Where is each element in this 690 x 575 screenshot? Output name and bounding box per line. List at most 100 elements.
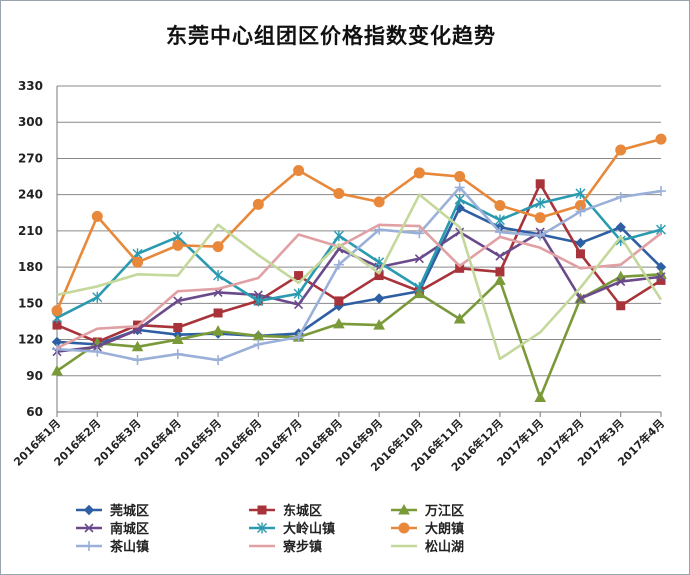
data-point: [213, 355, 224, 366]
data-point: [615, 192, 626, 203]
data-point: [615, 222, 626, 233]
data-point: [494, 227, 505, 238]
legend-item: 南城区: [76, 521, 149, 537]
series-7: [52, 182, 666, 366]
data-point: [212, 241, 224, 253]
data-point: [398, 522, 410, 534]
data-point: [52, 344, 62, 355]
data-point: [333, 230, 344, 242]
data-point: [454, 182, 465, 193]
legend-label: 万江区: [424, 503, 464, 519]
legend-label: 南城区: [110, 521, 149, 537]
legend-label: 寮步镇: [282, 539, 322, 555]
data-point: [414, 228, 425, 239]
series-line: [56, 273, 662, 399]
data-point: [655, 133, 667, 145]
data-point: [454, 171, 466, 183]
data-point: [454, 193, 465, 205]
legend-label: 大岭山镇: [283, 521, 335, 537]
legend-item: 大岭山镇: [249, 521, 335, 537]
legend-item: 东城区: [249, 503, 322, 519]
data-point: [83, 504, 95, 516]
data-point: [173, 322, 183, 332]
series-line: [56, 192, 662, 319]
data-point: [453, 313, 466, 324]
y-tick-label: 240: [18, 188, 43, 202]
data-point: [253, 339, 264, 350]
data-point: [494, 214, 505, 226]
series-line: [55, 137, 662, 312]
data-point: [616, 301, 626, 311]
data-point: [398, 503, 410, 515]
data-point: [333, 259, 344, 270]
data-point: [615, 144, 627, 156]
data-point: [333, 187, 345, 199]
y-tick-label: 270: [18, 151, 43, 165]
data-point: [535, 197, 546, 209]
legend-label: 莞城区: [110, 503, 149, 519]
data-point: [494, 274, 506, 285]
data-point: [656, 186, 666, 197]
y-tick-label: 90: [26, 369, 43, 383]
series-line: [56, 193, 663, 361]
data-point: [575, 249, 585, 259]
data-point: [374, 224, 385, 235]
data-point: [132, 355, 143, 366]
data-point: [373, 319, 385, 330]
y-tick-label: 210: [18, 224, 43, 238]
series-9: [56, 193, 663, 361]
y-tick-label: 60: [26, 405, 43, 419]
data-point: [616, 277, 626, 287]
data-point: [84, 523, 94, 533]
series-line: [56, 182, 662, 344]
legend-item: 大朗镇: [391, 521, 464, 537]
legend-item: 茶山镇: [76, 539, 149, 555]
data-point: [414, 282, 425, 294]
y-tick-label: 120: [18, 333, 43, 347]
data-point: [213, 308, 223, 318]
data-point: [575, 187, 586, 199]
data-point: [575, 206, 586, 217]
data-point: [173, 296, 183, 306]
y-tick-label: 300: [18, 115, 43, 129]
data-point: [333, 317, 345, 329]
data-point: [92, 346, 103, 357]
data-point: [495, 251, 505, 261]
series-line: [56, 186, 662, 362]
y-tick-label: 150: [18, 296, 43, 310]
data-point: [293, 288, 304, 300]
data-point: [293, 332, 304, 343]
data-point: [253, 295, 264, 307]
data-point: [535, 179, 545, 189]
data-point: [656, 272, 666, 282]
data-point: [294, 299, 304, 310]
data-point: [51, 364, 63, 376]
legend-item: 松山湖: [391, 539, 464, 555]
data-point: [92, 291, 103, 303]
data-point: [257, 522, 267, 534]
legend-label: 松山湖: [425, 539, 464, 555]
data-point: [534, 391, 547, 403]
data-point: [252, 198, 264, 210]
data-point: [51, 305, 63, 317]
data-point: [413, 287, 426, 299]
data-point: [132, 256, 144, 268]
data-point: [413, 167, 425, 179]
legend-item: 万江区: [391, 503, 464, 519]
data-point: [212, 325, 224, 336]
data-point: [293, 165, 305, 177]
grid: [57, 85, 661, 413]
series-1: [51, 202, 667, 350]
data-point: [172, 349, 183, 360]
data-point: [131, 340, 144, 352]
y-tick-label: 180: [18, 260, 43, 274]
data-point: [334, 296, 344, 306]
legend-label: 大朗镇: [425, 521, 464, 537]
legend-item: 寮步镇: [249, 539, 322, 555]
data-point: [414, 254, 424, 264]
legend-item: 莞城区: [76, 503, 149, 519]
data-point: [171, 333, 184, 345]
series-6: [51, 133, 667, 317]
series-8: [56, 223, 662, 350]
